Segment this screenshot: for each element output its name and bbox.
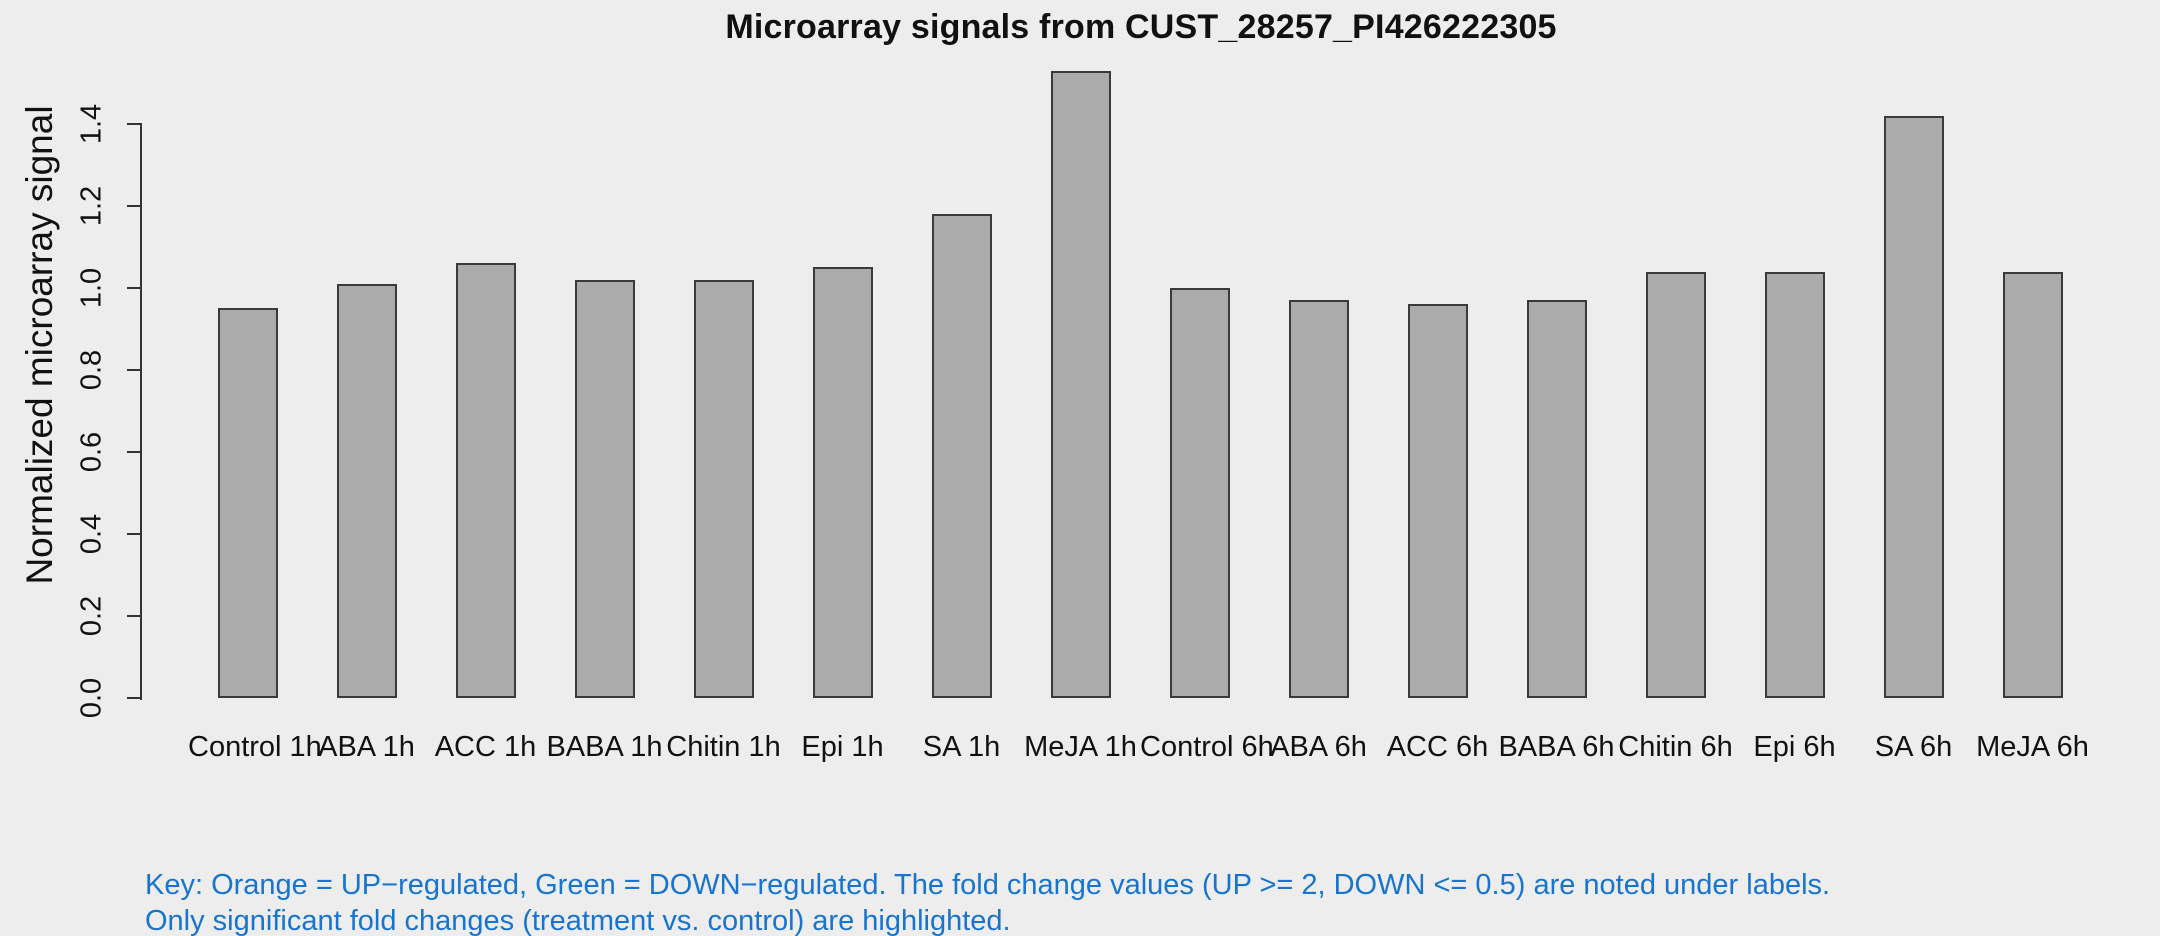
key-note-line2: Only significant fold changes (treatment… (145, 905, 1011, 936)
bar-acc-1h (455, 263, 516, 698)
x-label: Control 6h (1140, 731, 1274, 763)
x-axis-labels: Control 1h ABA 1h ACC 1h BABA 1h Chitin 1h Ep… (188, 731, 2092, 764)
y-tick-label: 1.4 (75, 103, 108, 145)
y-tick-mark (127, 205, 141, 207)
x-label: BABA 6h (1498, 731, 1615, 763)
y-tick-label: 0.8 (75, 349, 108, 391)
x-label: ABA 6h (1270, 731, 1367, 763)
bar-chitin-1h (693, 280, 754, 698)
x-label: ABA 1h (318, 731, 415, 763)
x-label: Control 1h (188, 731, 322, 763)
y-axis-label: Normalized microarray signal (19, 105, 60, 585)
bar-slot (545, 71, 664, 698)
x-label: BABA 1h (546, 731, 663, 763)
x-label: Epi 1h (801, 731, 884, 763)
bar-slot (1854, 71, 1973, 698)
y-tick-label: 0.4 (75, 513, 108, 555)
y-tick-label: 0.6 (75, 431, 108, 473)
bar-slot (1140, 71, 1259, 698)
bar-control-6h (1169, 288, 1230, 698)
y-axis-line (140, 123, 142, 700)
x-label: Epi 6h (1753, 731, 1836, 763)
y-tick-mark (127, 697, 141, 699)
bar-slot (902, 71, 1021, 698)
bar-aba-1h (336, 284, 397, 698)
chart-title: Microarray signals from CUST_28257_PI426… (725, 8, 1557, 46)
x-label: SA 1h (922, 731, 1001, 763)
bar-slot (1259, 71, 1378, 698)
x-label: Chitin 6h (1618, 731, 1733, 763)
bar-meja-1h (1050, 71, 1111, 698)
x-label: MeJA 6h (1976, 731, 2089, 763)
bar-slot (664, 71, 783, 698)
bar-epi-6h (1764, 272, 1825, 698)
bar-epi-1h (812, 267, 873, 698)
bar-baba-6h (1526, 300, 1587, 698)
bar-slot (188, 71, 307, 698)
bar-slot (783, 71, 902, 698)
bar-acc-6h (1407, 304, 1468, 698)
x-label: SA 6h (1874, 731, 1953, 763)
bar-slot (1497, 71, 1616, 698)
bar-meja-6h (2002, 272, 2063, 698)
bar-sa-1h (931, 214, 992, 698)
y-tick-label: 0.0 (75, 677, 108, 719)
bar-chitin-6h (1645, 272, 1706, 698)
y-tick-mark (127, 287, 141, 289)
bar-slot (1378, 71, 1497, 698)
bar-aba-6h (1288, 300, 1349, 698)
y-tick-mark (127, 369, 141, 371)
bar-slot (1973, 71, 2092, 698)
bar-slot (307, 71, 426, 698)
bar-slot (1735, 71, 1854, 698)
bar-slot (426, 71, 545, 698)
bars-area (188, 71, 2092, 698)
y-tick-mark (127, 123, 141, 125)
x-label: MeJA 1h (1024, 731, 1137, 763)
bar-control-1h (217, 308, 278, 698)
x-label: ACC 1h (434, 731, 537, 763)
key-note-line1: Key: Orange = UP−regulated, Green = DOWN… (145, 869, 1831, 901)
bar-slot (1021, 71, 1140, 698)
y-tick-mark (127, 615, 141, 617)
y-tick-mark (127, 533, 141, 535)
y-tick-mark (127, 451, 141, 453)
x-label: Chitin 1h (666, 731, 781, 763)
bar-slot (1616, 71, 1735, 698)
y-tick-label: 1.2 (75, 185, 108, 227)
y-tick-label: 1.0 (75, 267, 108, 309)
x-label: ACC 6h (1386, 731, 1489, 763)
key-note: Key: Orange = UP−regulated, Green = DOWN… (145, 867, 1830, 936)
y-tick-label: 0.2 (75, 595, 108, 637)
bar-baba-1h (574, 280, 635, 698)
bar-sa-6h (1883, 116, 1944, 698)
